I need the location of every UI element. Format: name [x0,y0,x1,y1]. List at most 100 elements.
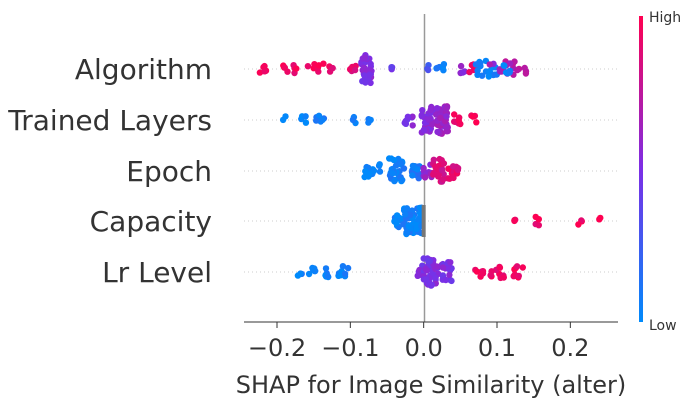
shap-point [315,62,322,69]
shap-point [420,164,427,172]
shap-point [477,60,484,67]
shap-point [418,111,425,119]
shap-point [428,121,436,128]
zero-value-band [421,205,426,237]
shap-point [404,113,412,121]
shap-point [466,68,473,76]
shap-point [473,119,480,126]
shap-point [443,123,450,130]
shap-point [414,272,421,279]
shap-point [459,69,466,76]
shap-point [261,62,268,70]
shap-point [438,167,446,174]
shap-point [401,119,408,127]
shap-point [294,272,302,279]
x-axis-ticks: −0.2 −0.1 0.0 0.1 0.2 [248,322,589,362]
shap-point [419,107,426,114]
shap-point [361,173,368,181]
shap-point [432,274,439,282]
shap-point [351,66,359,74]
shap-point [400,221,407,228]
shap-point [439,272,447,279]
shap-point [442,105,450,113]
x-axis-title: SHAP for Image Similarity (alter) [236,371,626,399]
shap-point [457,62,465,70]
shap-point [450,174,457,182]
feature-labels: Algorithm Trained Layers Epoch Capacity Lr L… [7,53,212,289]
shap-point [447,259,454,266]
feature-points [391,204,604,238]
shap-point [535,222,542,229]
shap-point [397,160,404,167]
shap-point [391,177,398,185]
shap-point [407,211,414,219]
shap-point [479,270,487,277]
shap-point [365,119,372,126]
shap-point [403,205,411,212]
shap-point [485,73,492,80]
shap-point [304,62,312,70]
shap-point [454,166,462,174]
shap-point [302,113,309,120]
shap-point [486,61,493,68]
shap-point [305,270,313,278]
shap-point [366,71,373,78]
shap-point [434,173,442,180]
shap-point [409,172,416,179]
feature-label: Lr Level [102,256,212,289]
shap-point [425,116,433,124]
shap-point [302,119,310,126]
shap-point [513,263,521,270]
x-tick-label: −0.1 [321,334,379,362]
shap-point [522,70,530,77]
shap-point [519,264,526,271]
shap-point [337,272,344,279]
shap-point [309,264,316,272]
shap-point [469,113,477,120]
shap-point [322,265,330,272]
shap-point [440,60,448,68]
shap-point [421,174,429,181]
feature-label: Epoch [126,155,212,188]
shap-point [409,162,417,170]
shap-point [514,66,521,74]
shap-point [329,64,336,72]
x-tick-label: 0.0 [405,334,443,362]
shap-point [390,156,398,164]
shap-point [451,111,458,118]
shap-point [440,160,448,167]
colorbar-low-label: Low [649,318,677,334]
shap-point [420,255,427,262]
shap-point [413,221,420,228]
shap-point [405,222,412,230]
shap-point [366,66,373,73]
shap-point [400,165,408,172]
shap-point [448,277,455,285]
shap-point [521,64,528,72]
shap-point [532,213,539,221]
shap-point [389,170,396,177]
shap-point [443,113,450,120]
feature-points [294,255,526,289]
shap-point [425,66,432,74]
shap-point [282,113,289,120]
shap-point [440,176,447,183]
shap-point [449,163,457,170]
shap-point [415,216,422,223]
shap-point [386,155,393,162]
shap-point [425,257,432,265]
shap-point [416,204,423,212]
shap-point [434,128,441,136]
feature-label: Algorithm [75,53,212,86]
shap-point [281,64,288,71]
shap-point [511,217,518,225]
feature-points [256,52,530,87]
shap-point [487,272,494,279]
shap-point [370,167,378,174]
shap-point [500,62,507,69]
shap-point [455,117,462,124]
feature-points [361,155,462,185]
shap-point [324,272,331,280]
shap-point [339,263,347,270]
